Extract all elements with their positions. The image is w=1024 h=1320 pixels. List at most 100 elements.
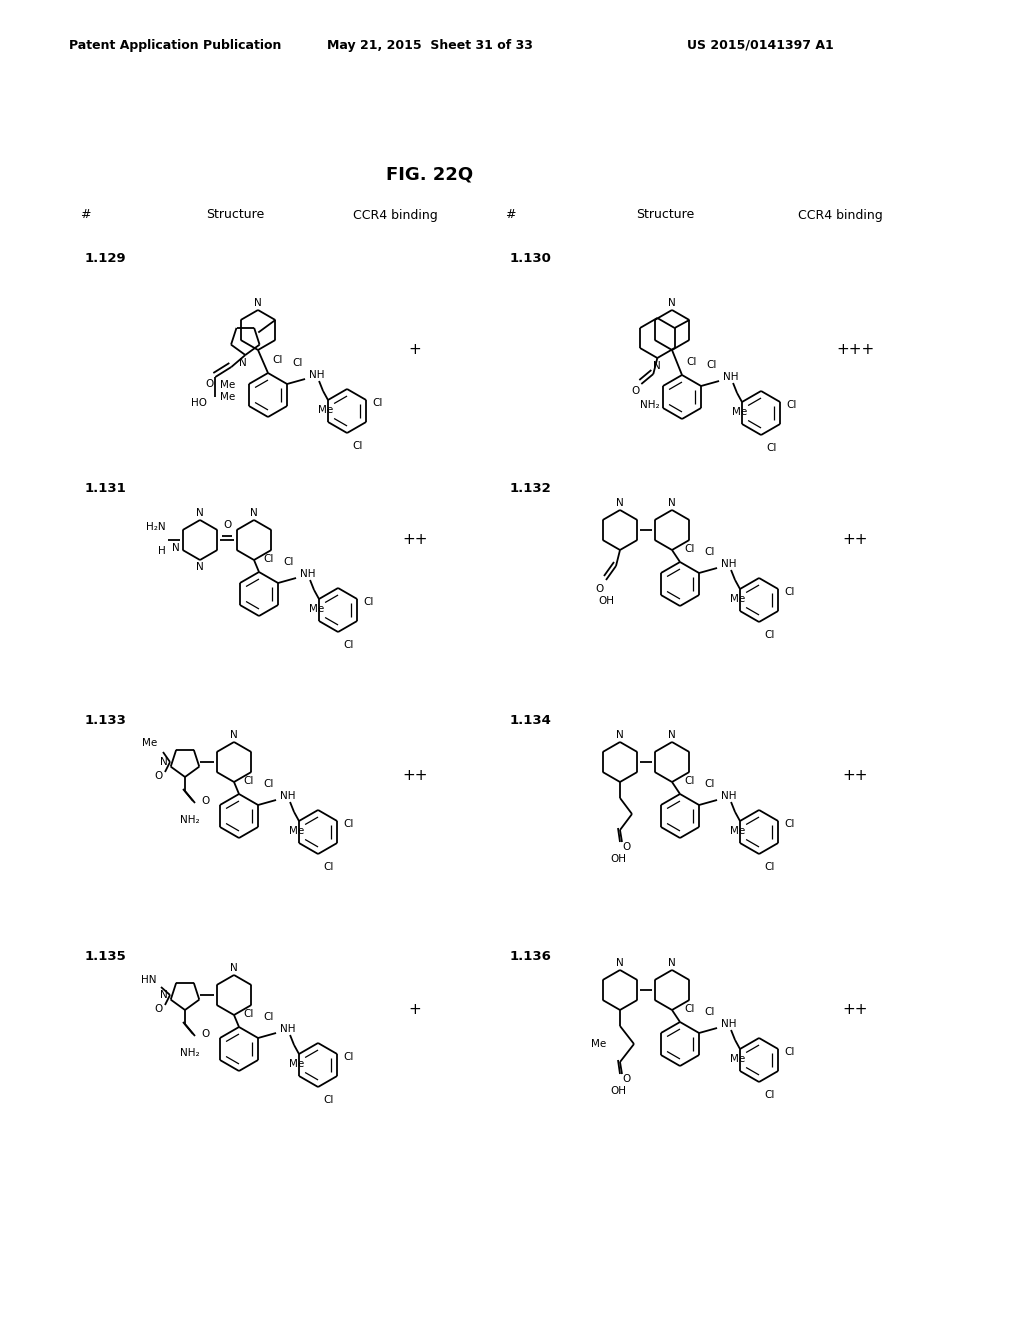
Text: ++: ++ <box>843 532 867 548</box>
Text: 1.135: 1.135 <box>85 949 127 962</box>
Text: Cl: Cl <box>784 587 795 597</box>
Text: N: N <box>653 360 662 371</box>
Text: H₂N: H₂N <box>146 521 166 532</box>
Text: HN: HN <box>141 975 157 985</box>
Text: N: N <box>160 990 168 1001</box>
Text: Cl: Cl <box>686 356 696 367</box>
Text: Cl: Cl <box>784 1047 795 1057</box>
Text: ++: ++ <box>402 532 428 548</box>
Text: NH₂: NH₂ <box>180 1048 200 1059</box>
Text: O: O <box>205 379 213 389</box>
Text: N: N <box>616 958 624 968</box>
Text: US 2015/0141397 A1: US 2015/0141397 A1 <box>687 38 834 51</box>
Text: Cl: Cl <box>263 1012 273 1022</box>
Text: ++: ++ <box>402 767 428 783</box>
Text: N: N <box>616 498 624 508</box>
Text: CCR4 binding: CCR4 binding <box>798 209 883 222</box>
Text: Cl: Cl <box>263 554 273 564</box>
Text: NH: NH <box>309 370 325 380</box>
Text: N: N <box>230 730 238 741</box>
Text: Me: Me <box>220 380 236 389</box>
Text: NH₂: NH₂ <box>640 400 659 411</box>
Text: O: O <box>223 520 231 531</box>
Text: ++: ++ <box>843 767 867 783</box>
Text: NH₂: NH₂ <box>180 814 200 825</box>
Text: N: N <box>668 958 676 968</box>
Text: Me: Me <box>730 826 745 836</box>
Text: FIG. 22Q: FIG. 22Q <box>386 166 473 183</box>
Text: Cl: Cl <box>705 779 715 789</box>
Text: N: N <box>197 562 204 572</box>
Text: Me: Me <box>732 407 748 417</box>
Text: ++: ++ <box>843 1002 867 1018</box>
Text: 1.129: 1.129 <box>85 252 127 264</box>
Text: N: N <box>616 730 624 741</box>
Text: N: N <box>197 508 204 517</box>
Text: 1.134: 1.134 <box>510 714 552 726</box>
Text: Cl: Cl <box>684 1005 694 1014</box>
Text: Structure: Structure <box>206 209 264 222</box>
Text: O: O <box>201 796 209 807</box>
Text: Cl: Cl <box>784 818 795 829</box>
Text: Me: Me <box>730 594 745 605</box>
Text: CCR4 binding: CCR4 binding <box>352 209 437 222</box>
Text: NH: NH <box>280 1024 296 1034</box>
Text: Cl: Cl <box>707 360 717 370</box>
Text: Cl: Cl <box>786 400 797 411</box>
Text: Cl: Cl <box>323 862 334 873</box>
Text: O: O <box>201 1030 209 1039</box>
Text: Cl: Cl <box>283 557 294 568</box>
Text: Me: Me <box>730 1053 745 1064</box>
Text: #: # <box>80 209 90 222</box>
Text: Cl: Cl <box>684 544 694 554</box>
Text: NH: NH <box>721 558 736 569</box>
Text: O: O <box>631 385 639 396</box>
Text: NH: NH <box>721 791 736 801</box>
Text: Cl: Cl <box>272 355 283 366</box>
Text: 1.131: 1.131 <box>85 482 127 495</box>
Text: +: + <box>409 342 421 358</box>
Text: 1.132: 1.132 <box>510 482 552 495</box>
Text: Me: Me <box>591 1039 606 1049</box>
Text: O: O <box>155 771 163 781</box>
Text: N: N <box>230 964 238 973</box>
Text: Me: Me <box>289 826 304 836</box>
Text: Cl: Cl <box>705 1007 715 1016</box>
Text: N: N <box>172 543 180 553</box>
Text: Cl: Cl <box>764 1090 774 1100</box>
Text: HO: HO <box>191 399 207 408</box>
Text: NH: NH <box>721 1019 736 1030</box>
Text: NH: NH <box>280 791 296 801</box>
Text: N: N <box>254 298 262 308</box>
Text: Cl: Cl <box>372 399 382 408</box>
Text: N: N <box>668 498 676 508</box>
Text: Cl: Cl <box>705 546 715 557</box>
Text: Me: Me <box>220 392 236 403</box>
Text: Cl: Cl <box>292 358 302 368</box>
Text: Patent Application Publication: Patent Application Publication <box>69 38 282 51</box>
Text: Cl: Cl <box>343 640 353 649</box>
Text: Me: Me <box>289 1059 304 1069</box>
Text: #: # <box>505 209 515 222</box>
Text: N: N <box>250 508 258 517</box>
Text: Cl: Cl <box>243 776 253 785</box>
Text: Cl: Cl <box>364 597 374 607</box>
Text: Cl: Cl <box>243 1008 253 1019</box>
Text: O: O <box>155 1005 163 1014</box>
Text: N: N <box>668 730 676 741</box>
Text: Cl: Cl <box>263 779 273 789</box>
Text: 1.136: 1.136 <box>510 949 552 962</box>
Text: Cl: Cl <box>323 1096 334 1105</box>
Text: Cl: Cl <box>343 1052 353 1063</box>
Text: O: O <box>596 583 604 594</box>
Text: +: + <box>409 1002 421 1018</box>
Text: OH: OH <box>610 854 626 865</box>
Text: Me: Me <box>318 405 333 414</box>
Text: +++: +++ <box>836 342 874 358</box>
Text: OH: OH <box>598 597 614 606</box>
Text: N: N <box>668 298 676 308</box>
Text: NH: NH <box>300 569 315 579</box>
Text: Cl: Cl <box>343 818 353 829</box>
Text: Cl: Cl <box>352 441 362 451</box>
Text: O: O <box>622 1074 630 1084</box>
